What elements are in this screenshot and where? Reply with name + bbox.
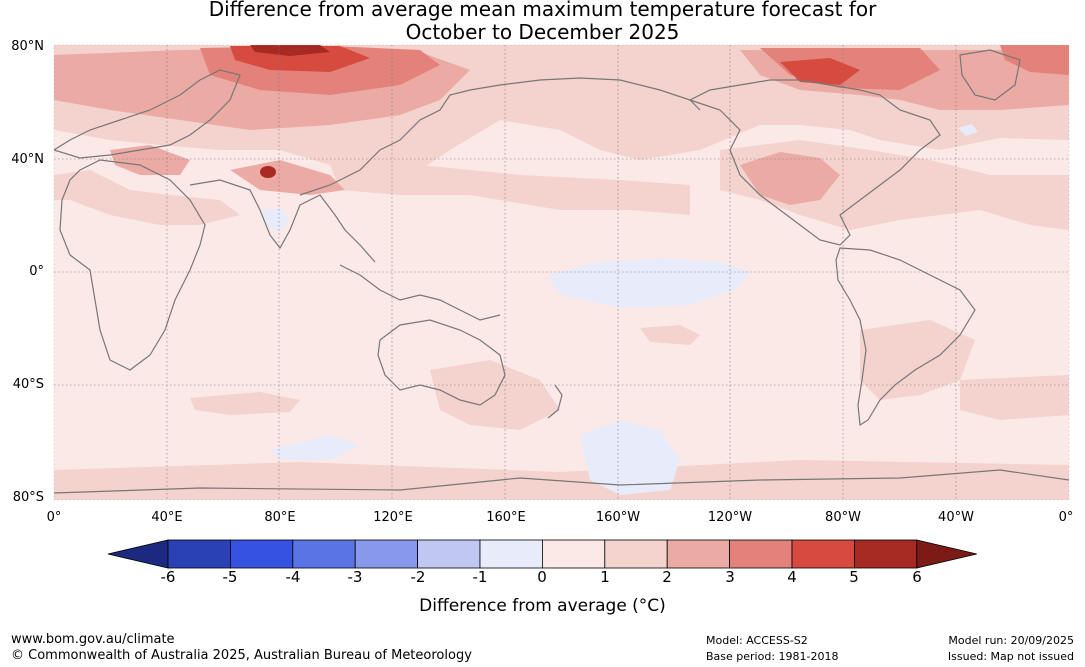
colorbar-swatch (542, 539, 606, 569)
lat-label-40n: 40°N (11, 152, 44, 167)
anomaly-region-indian-ocean (190, 392, 300, 415)
lat-label-40s: 40°S (12, 377, 44, 392)
footer-issued: Issued: Map not issued (947, 650, 1074, 663)
anomaly-region-south-pacific-cool (580, 420, 680, 495)
anomaly-region-east-pacific (640, 325, 700, 345)
colorbar-swatch (666, 539, 731, 569)
lon-label-80w: 80°W (825, 510, 861, 525)
footer-base-period: Base period: 1981-2018 (706, 650, 839, 663)
coastline-maritime-se-asia (339, 264, 501, 321)
footer-copyright: © Commonwealth of Australia 2025, Austra… (11, 648, 472, 663)
coastline-new-zealand (547, 384, 563, 419)
footer-website: www.bom.gov.au/climate (11, 632, 175, 647)
anomaly-region-arctic-canada-very-hot (780, 58, 860, 85)
coastline-north-america (688, 79, 941, 246)
colorbar-swatch (791, 539, 855, 569)
anomaly-region-india-cool (262, 208, 290, 232)
lon-label-120e: 120°E (373, 510, 413, 525)
colorbar-tick: 0 (537, 568, 547, 586)
coastline-africa (59, 159, 206, 371)
map-title-line-2: October to December 2025 (405, 20, 680, 44)
colorbar-tick: -6 (160, 568, 176, 586)
anomaly-region-south-atlantic (960, 375, 1069, 420)
colorbar-swatch (354, 539, 419, 569)
lat-label-80n: 80°N (11, 39, 44, 54)
anomaly-region-equatorial-pacific-cool (548, 258, 750, 308)
coastline-europe (54, 69, 241, 159)
colorbar-label: Difference from average (°C) (419, 596, 666, 616)
anomaly-region-us-warm (740, 152, 840, 205)
colorbar-tick: 3 (725, 568, 735, 586)
anomaly-region-mediterranean-warm (110, 145, 190, 175)
colorbar-swatch (729, 539, 793, 569)
anomaly-region-southern-indian-cool (270, 435, 360, 460)
map-frame (53, 44, 1070, 501)
colorbar-tick: 5 (849, 568, 859, 586)
colorbar-swatch (417, 539, 481, 569)
lon-label-80e: 80°E (264, 510, 296, 525)
anomaly-region-east-asia (330, 165, 690, 215)
lon-label-160e: 160°E (486, 510, 526, 525)
coastline-east-asia (299, 77, 701, 196)
colorbar-tick: 2 (662, 568, 672, 586)
colorbar-tick: 1 (600, 568, 610, 586)
anomaly-region-siberia-extreme (250, 45, 330, 56)
map-title-line-1: Difference from average mean maximum tem… (208, 0, 877, 21)
anomaly-region-north-atlantic-cool (958, 124, 978, 136)
anomaly-region-tibet-hot (260, 166, 276, 178)
colorbar-swatch (479, 539, 543, 569)
colorbar-tick: 4 (787, 568, 797, 586)
lat-label-0: 0° (29, 264, 44, 279)
anomaly-region-greenland-hot (1000, 45, 1069, 75)
anomaly-region-central-asia-warm (230, 160, 345, 195)
colorbar-extend-high (916, 539, 977, 569)
footer-model-run: Model run: 20/09/2025 (948, 634, 1074, 647)
colorbar-swatch (292, 539, 356, 569)
lon-label-120w: 120°W (707, 510, 753, 525)
colorbar-tick: -5 (222, 568, 238, 586)
colorbar-swatch (854, 539, 918, 569)
coastline-south-america (835, 247, 976, 427)
coastline-greenland (959, 49, 1021, 101)
colorbar-tick: -4 (285, 568, 301, 586)
footer-model: Model: ACCESS-S2 (706, 634, 808, 647)
colorbar-tick: -3 (347, 568, 363, 586)
colorbar-swatch (229, 539, 294, 569)
anomaly-region-north-africa (54, 170, 240, 225)
colorbar-swatch (167, 539, 231, 569)
coastline-arabia-india (189, 179, 376, 263)
lon-label-40w: 40°W (938, 510, 974, 525)
anomaly-region-south-america (860, 320, 975, 400)
lon-label-40e: 40°E (151, 510, 183, 525)
colorbar-tick: -1 (472, 568, 488, 586)
coastline-antarctica (54, 469, 1069, 494)
colorbar-extend-low (107, 539, 169, 569)
lat-label-80s: 80°S (12, 490, 44, 505)
coastline-australia (377, 319, 506, 406)
colorbar-tick: -2 (410, 568, 426, 586)
colorbar-swatch (604, 539, 668, 569)
lon-label-0-left: 0° (46, 510, 62, 525)
colorbar-tick: 6 (912, 568, 922, 586)
lon-label-160w: 160°W (595, 510, 641, 525)
lon-label-0-right: 0° (1058, 510, 1074, 525)
anomaly-region-southern-ocean (54, 460, 1069, 500)
